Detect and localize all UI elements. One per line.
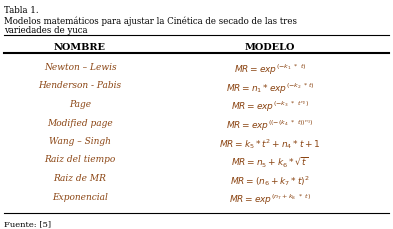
Text: Raiz de MR: Raiz de MR [53,174,107,183]
Text: Tabla 1.: Tabla 1. [4,6,39,15]
Text: Page: Page [69,100,91,109]
Text: Fuente: [5]: Fuente: [5] [4,220,51,228]
Text: Raiz del tiempo: Raiz del tiempo [44,155,116,164]
Text: Newton – Lewis: Newton – Lewis [44,63,116,72]
Text: $MR = exp^{(n_7 + k_8\ *\ t)}$: $MR = exp^{(n_7 + k_8\ *\ t)}$ [229,193,311,207]
Text: $MR = exp^{(-k_3\ *\ t^{n_2})}$: $MR = exp^{(-k_3\ *\ t^{n_2})}$ [231,100,309,114]
Text: MODELO: MODELO [245,43,295,52]
Text: variedades de yuca: variedades de yuca [4,26,88,35]
Text: $MR = n_5 + k_6 * \sqrt{t}$: $MR = n_5 + k_6 * \sqrt{t}$ [231,155,309,169]
Text: Henderson - Pabis: Henderson - Pabis [39,82,121,90]
Text: $MR = n_1 * exp^{(-k_2\ *t)}$: $MR = n_1 * exp^{(-k_2\ *t)}$ [226,82,314,96]
Text: $MR = exp^{((-(k_4\ *\ t))^{n_3})}$: $MR = exp^{((-(k_4\ *\ t))^{n_3})}$ [226,118,314,133]
Text: $MR = exp^{(-k_1\ *\ t)}$: $MR = exp^{(-k_1\ *\ t)}$ [234,63,306,77]
Text: NOMBRE: NOMBRE [54,43,106,52]
Text: Modified page: Modified page [47,118,113,128]
Text: $MR = (n_6 + k_7 * t)^2$: $MR = (n_6 + k_7 * t)^2$ [230,174,310,188]
Text: Exponencial: Exponencial [52,193,108,202]
Text: $MR = k_5 * t^2 + n_4 * t + 1$: $MR = k_5 * t^2 + n_4 * t + 1$ [219,137,321,151]
Text: Modelos matemáticos para ajustar la Cinética de secado de las tres: Modelos matemáticos para ajustar la Ciné… [4,16,297,25]
Text: Wang – Singh: Wang – Singh [49,137,111,146]
